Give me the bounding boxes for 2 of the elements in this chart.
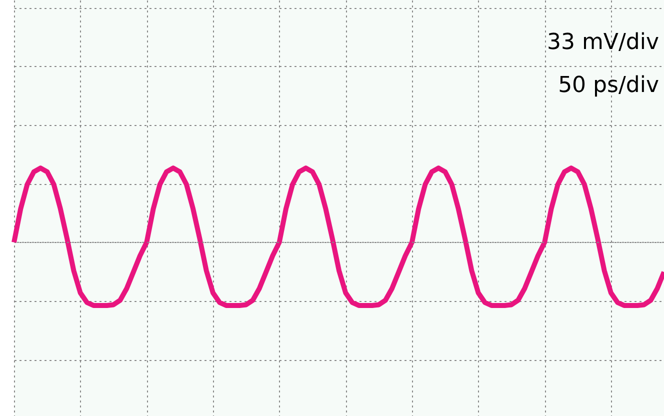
text: 33 mV/div	[547, 30, 659, 55]
text: 50 ps/div	[558, 73, 659, 98]
